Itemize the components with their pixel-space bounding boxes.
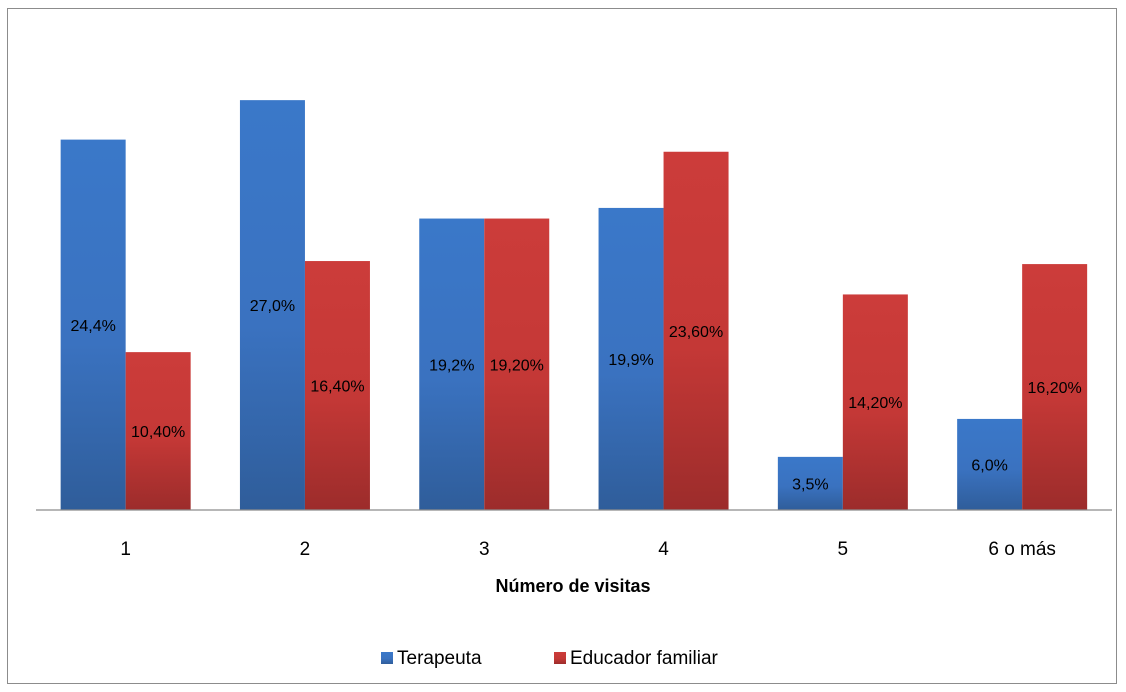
data-labels: 24,4% 10,40% 27,0% 16,40% 19,2% 19,20% 19,9% 23… <box>70 298 1081 493</box>
data-label-educador-familiar-6: 16,20% <box>1028 380 1082 397</box>
x-tick-label: 5 <box>838 539 849 560</box>
x-tick-label: 2 <box>300 539 311 560</box>
bar-terapeuta-4 <box>598 207 664 510</box>
data-label-terapeuta-1: 24,4% <box>70 318 115 335</box>
bar-educador-familiar-4 <box>663 151 729 510</box>
data-label-terapeuta-6: 6,0% <box>971 457 1007 474</box>
legend-swatch-terapeuta <box>381 652 393 664</box>
bar-terapeuta-3 <box>419 218 485 510</box>
data-label-terapeuta-4: 19,9% <box>608 352 653 369</box>
bar-terapeuta-2 <box>239 100 305 510</box>
bar-terapeuta-5 <box>777 456 843 510</box>
legend-label-educador-familiar: Educador familiar <box>570 648 719 669</box>
legend: Terapeuta Educador familiar <box>381 648 719 669</box>
chart-frame <box>7 8 1117 684</box>
x-tick-labels: 1 2 3 4 5 6 o más <box>120 539 1056 560</box>
data-label-educador-familiar-2: 16,40% <box>310 379 364 396</box>
data-label-terapeuta-3: 19,2% <box>429 357 474 374</box>
bar-terapeuta-1 <box>60 139 126 510</box>
x-tick-label: 1 <box>120 539 131 560</box>
data-label-educador-familiar-3: 19,20% <box>490 357 544 374</box>
bar-educador-familiar-5 <box>842 294 908 510</box>
bar-educador-familiar-6 <box>1022 264 1088 510</box>
data-label-terapeuta-2: 27,0% <box>250 298 295 315</box>
bars-layer <box>60 100 1088 510</box>
x-tick-label: 4 <box>658 539 669 560</box>
bar-educador-familiar-3 <box>484 218 550 510</box>
bar-terapeuta-6 <box>957 418 1023 510</box>
bar-educador-familiar-1 <box>125 352 191 510</box>
data-label-educador-familiar-5: 14,20% <box>848 395 902 412</box>
bar-educador-familiar-2 <box>304 261 370 510</box>
data-label-educador-familiar-4: 23,60% <box>669 324 723 341</box>
x-tick-label: 6 o más <box>988 539 1056 560</box>
legend-label-terapeuta: Terapeuta <box>397 648 482 669</box>
x-tick-label: 3 <box>479 539 490 560</box>
legend-swatch-educador-familiar <box>554 652 566 664</box>
x-axis-title: Número de visitas <box>495 576 650 596</box>
data-label-educador-familiar-1: 10,40% <box>131 424 185 441</box>
data-label-terapeuta-5: 3,5% <box>792 476 828 493</box>
